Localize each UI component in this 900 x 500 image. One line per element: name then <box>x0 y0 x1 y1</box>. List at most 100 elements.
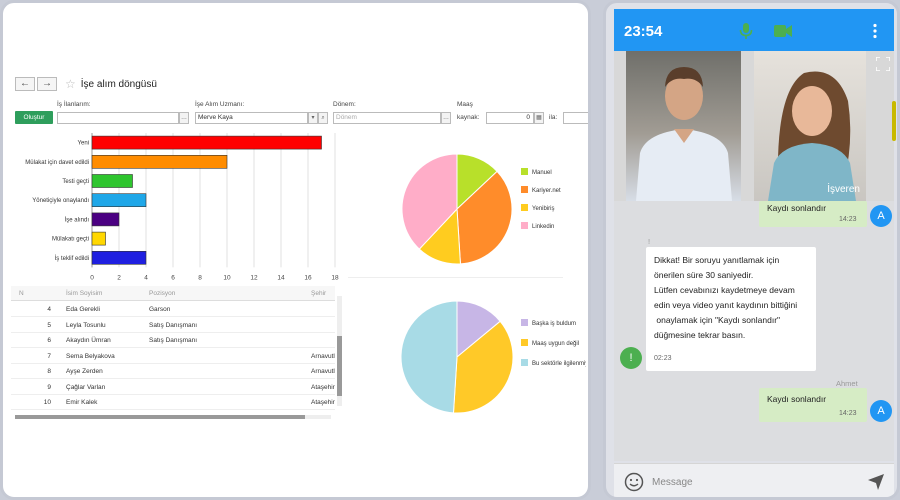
legend-swatch <box>521 222 528 229</box>
pie-slice[interactable] <box>401 153 458 250</box>
bar[interactable] <box>91 212 120 227</box>
avatar: A <box>870 205 892 227</box>
rejection-pie-chart: Başka iş buldum Maaş uygun değil Bu sektör… <box>350 285 588 425</box>
legend-label: Başka iş buldum <box>532 321 576 327</box>
table-row[interactable]: 9 Çağlar Varlan Ataşehir <box>11 380 335 395</box>
scroll-indicator <box>892 101 896 141</box>
column-header-n[interactable]: N <box>19 290 24 297</box>
job-postings-field[interactable] <box>57 112 179 124</box>
rejection-pie-svg: Başka iş buldum Maaş uygun değil Bu sektör… <box>400 300 588 414</box>
more-vert-icon[interactable] <box>872 23 878 39</box>
category-label: İş teklif edildi <box>55 255 89 262</box>
cell-n: 5 <box>47 321 51 329</box>
salary-from-input[interactable]: 0 <box>486 112 534 124</box>
fullscreen-icon[interactable] <box>876 57 890 71</box>
x-tick-label: 6 <box>171 274 175 281</box>
avatar: A <box>870 400 892 422</box>
cell-n: 10 <box>43 399 51 406</box>
horizontal-scrollbar[interactable] <box>15 415 331 419</box>
category-label: Yeni <box>78 141 89 147</box>
job-postings-label: İş İlanlarım: <box>57 101 91 108</box>
app-bar: 23:54 <box>614 9 894 51</box>
pie-slice[interactable] <box>400 300 458 414</box>
search-icon[interactable]: ⌕ <box>318 112 328 124</box>
period-picker-button[interactable]: … <box>441 112 451 124</box>
legend-label: Kariyer.net <box>532 188 561 194</box>
bar[interactable] <box>91 251 147 265</box>
message-line: önerilen süre 30 saniyedir. <box>654 270 754 280</box>
table-row[interactable]: 10 Emir Kalek Ataşehir <box>11 395 335 410</box>
employer-video[interactable]: İşveren <box>754 51 866 201</box>
scrollbar-thumb[interactable] <box>15 415 305 419</box>
message-line: düğmesine tekrar basın. <box>654 330 746 340</box>
star-icon[interactable]: ☆ <box>65 77 76 91</box>
person-icon <box>768 71 856 201</box>
filter-bar: Oluştur İş İlanlarım: … İşe Alım Uzmanı:… <box>15 101 588 129</box>
bar[interactable] <box>91 135 322 150</box>
source-label: kaynak: <box>457 114 480 121</box>
bar[interactable] <box>91 193 147 208</box>
cell-city: Ataşehir <box>311 399 335 406</box>
x-tick-label: 10 <box>223 274 231 281</box>
scrollbar-thumb[interactable] <box>337 336 342 396</box>
cell-position: Garson <box>149 306 171 313</box>
cell-name: Leyla Tosunlu <box>66 321 106 329</box>
pie-slice[interactable] <box>456 170 513 265</box>
cell-name: Çağlar Varlan <box>66 383 106 391</box>
period-field[interactable]: Dönem <box>333 112 441 124</box>
column-header-city[interactable]: Şehir <box>311 290 327 297</box>
x-tick-label: 18 <box>331 274 339 281</box>
legend-label: Linkedin <box>532 224 554 230</box>
send-icon[interactable] <box>868 474 884 490</box>
pie-slice[interactable] <box>452 320 514 414</box>
to-label: ila: <box>549 114 558 121</box>
x-tick-label: 4 <box>144 274 148 281</box>
calendar-icon[interactable]: ▦ <box>534 112 544 124</box>
interview-phone: 23:54 İşv <box>603 0 900 500</box>
table-row[interactable]: 4 Eda Gerekli Garson <box>11 302 335 317</box>
message-sender: ! <box>648 237 651 246</box>
message-input[interactable] <box>652 474 852 490</box>
table-row[interactable]: 7 Sema Belyakova Arnavutl <box>11 349 335 364</box>
bar[interactable] <box>91 154 228 169</box>
cell-position: Satış Danışmanı <box>149 321 198 329</box>
back-button[interactable]: ← <box>15 77 35 91</box>
message-text: Dikkat! Bir soruyu yanıtlamak için öneri… <box>654 253 797 343</box>
video-camera-icon[interactable] <box>774 25 792 37</box>
legend-swatch <box>521 339 528 346</box>
bar[interactable] <box>91 174 133 188</box>
job-postings-picker-button[interactable]: … <box>179 112 189 124</box>
chevron-down-icon[interactable]: ▾ <box>308 112 318 124</box>
candidate-video[interactable] <box>626 51 741 201</box>
cell-position: Satış Danışmanı <box>149 337 198 344</box>
create-button[interactable]: Oluştur <box>15 111 53 124</box>
cell-n: 9 <box>47 383 51 391</box>
column-header-position[interactable]: Pozisyon <box>149 290 176 297</box>
page-title: İşe alım döngüsü <box>80 78 157 90</box>
dashboard-header: ← → ☆ İşe alım döngüsü <box>15 77 157 91</box>
x-tick-label: 8 <box>198 274 202 281</box>
microphone-icon[interactable] <box>739 23 753 39</box>
message-text: Kaydı sonlandır <box>767 394 827 404</box>
message-line: edin veya video yanıt kaydının bittiğini <box>654 300 798 310</box>
table-row[interactable]: 5 Leyla Tosunlu Satış Danışmanı <box>11 318 335 333</box>
table-row[interactable]: 6 Akaydın Ümran Satış Danışmanı <box>11 333 335 348</box>
emoji-icon[interactable] <box>624 472 644 492</box>
x-tick-label: 2 <box>117 274 121 281</box>
bar[interactable] <box>91 231 106 246</box>
salary-to-input[interactable] <box>563 112 588 124</box>
column-header-name[interactable]: İsim Soyisim <box>66 290 103 297</box>
cell-name: Eda Gerekli <box>66 306 100 313</box>
vertical-scrollbar[interactable] <box>337 296 342 406</box>
category-label: İşe alındı <box>65 216 90 223</box>
recruiting-funnel-chart: 0 2 4 6 8 10 12 14 16 18 Yeni Mülakat için davet ed… <box>11 131 351 283</box>
bar-chart-svg: 0 2 4 6 8 10 12 14 16 18 Yeni Mülakat için davet ed… <box>25 133 339 281</box>
forward-button[interactable]: → <box>37 77 57 91</box>
expert-select[interactable]: Merve Kaya <box>195 112 308 124</box>
x-tick-label: 14 <box>277 274 285 281</box>
cell-name: Emir Kalek <box>66 399 98 406</box>
message-time: 02:23 <box>654 355 672 362</box>
legend-label: Yenibiriş <box>532 206 554 212</box>
category-label: Mülakat için davet edildi <box>25 160 89 166</box>
table-row[interactable]: 8 Ayşe Zerden Arnavutl <box>11 364 335 379</box>
